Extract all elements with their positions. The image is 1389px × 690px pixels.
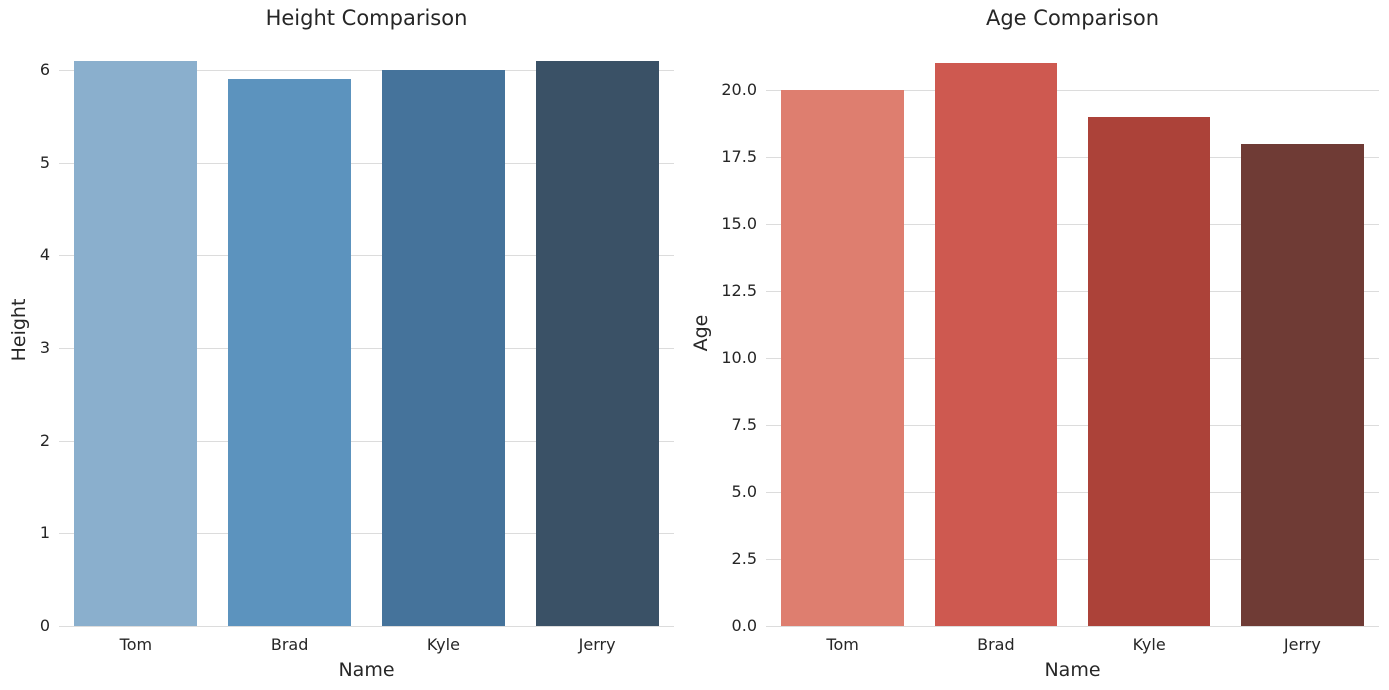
y-tick-label: 2.5 [731, 548, 757, 568]
bar-jerry [535, 60, 659, 626]
y-tick-label: 7.5 [731, 414, 757, 434]
x-tick-label: Kyle [426, 635, 460, 654]
gridline [766, 156, 1379, 158]
y-tick-label: 2 [39, 430, 50, 450]
y-tick-label: 12.5 [721, 280, 757, 300]
gridline [766, 491, 1379, 493]
y-axis-label: Age [690, 314, 712, 352]
bar-tom [74, 60, 198, 626]
gridline [766, 89, 1379, 91]
y-tick-label: 17.5 [721, 146, 757, 166]
gridline [59, 162, 674, 164]
gridline [59, 348, 674, 350]
x-tick-label: Tom [826, 635, 859, 654]
y-tick-label: 3 [39, 338, 50, 358]
gridline [766, 357, 1379, 359]
y-tick-label: 1 [39, 523, 50, 543]
gridline [766, 290, 1379, 292]
gridline [766, 223, 1379, 225]
x-tick-label: Brad [270, 635, 309, 654]
y-tick-label: 10.0 [721, 347, 757, 367]
gridline [59, 440, 674, 442]
y-tick-label: 6 [39, 60, 50, 80]
y-tick-label: 5.0 [731, 481, 757, 501]
plot-area [766, 47, 1379, 627]
gridline [59, 626, 674, 627]
y-tick-label: 5 [39, 152, 50, 172]
gridline [766, 424, 1379, 426]
x-axis-label: Name [338, 659, 395, 681]
x-tick-label: Tom [119, 635, 153, 654]
gridline [766, 558, 1379, 560]
gridline [59, 533, 674, 535]
bar-tom [781, 89, 904, 626]
y-tick-label: 0 [39, 616, 50, 635]
y-tick-label: 4 [39, 245, 50, 265]
bar-kyle [381, 70, 505, 626]
y-tick-label: 20.0 [721, 79, 757, 99]
chart-title: Height Comparison [265, 6, 468, 30]
y-tick-label: 15.0 [721, 213, 757, 233]
bar-kyle [1087, 116, 1211, 626]
bar-jerry [1241, 143, 1364, 626]
x-tick-label: Kyle [1132, 635, 1166, 654]
bar-brad [934, 63, 1058, 626]
chart-title: Age Comparison [985, 6, 1160, 30]
bar-brad [228, 79, 352, 626]
x-axis-label: Name [1044, 659, 1101, 681]
gridline [766, 626, 1379, 627]
x-tick-label: Jerry [1283, 635, 1321, 654]
gridline [59, 255, 674, 257]
x-tick-label: Jerry [578, 635, 616, 654]
x-tick-label: Brad [977, 635, 1015, 654]
gridline [59, 70, 674, 72]
y-tick-label: 0.0 [731, 616, 757, 635]
plot-area [59, 47, 674, 627]
